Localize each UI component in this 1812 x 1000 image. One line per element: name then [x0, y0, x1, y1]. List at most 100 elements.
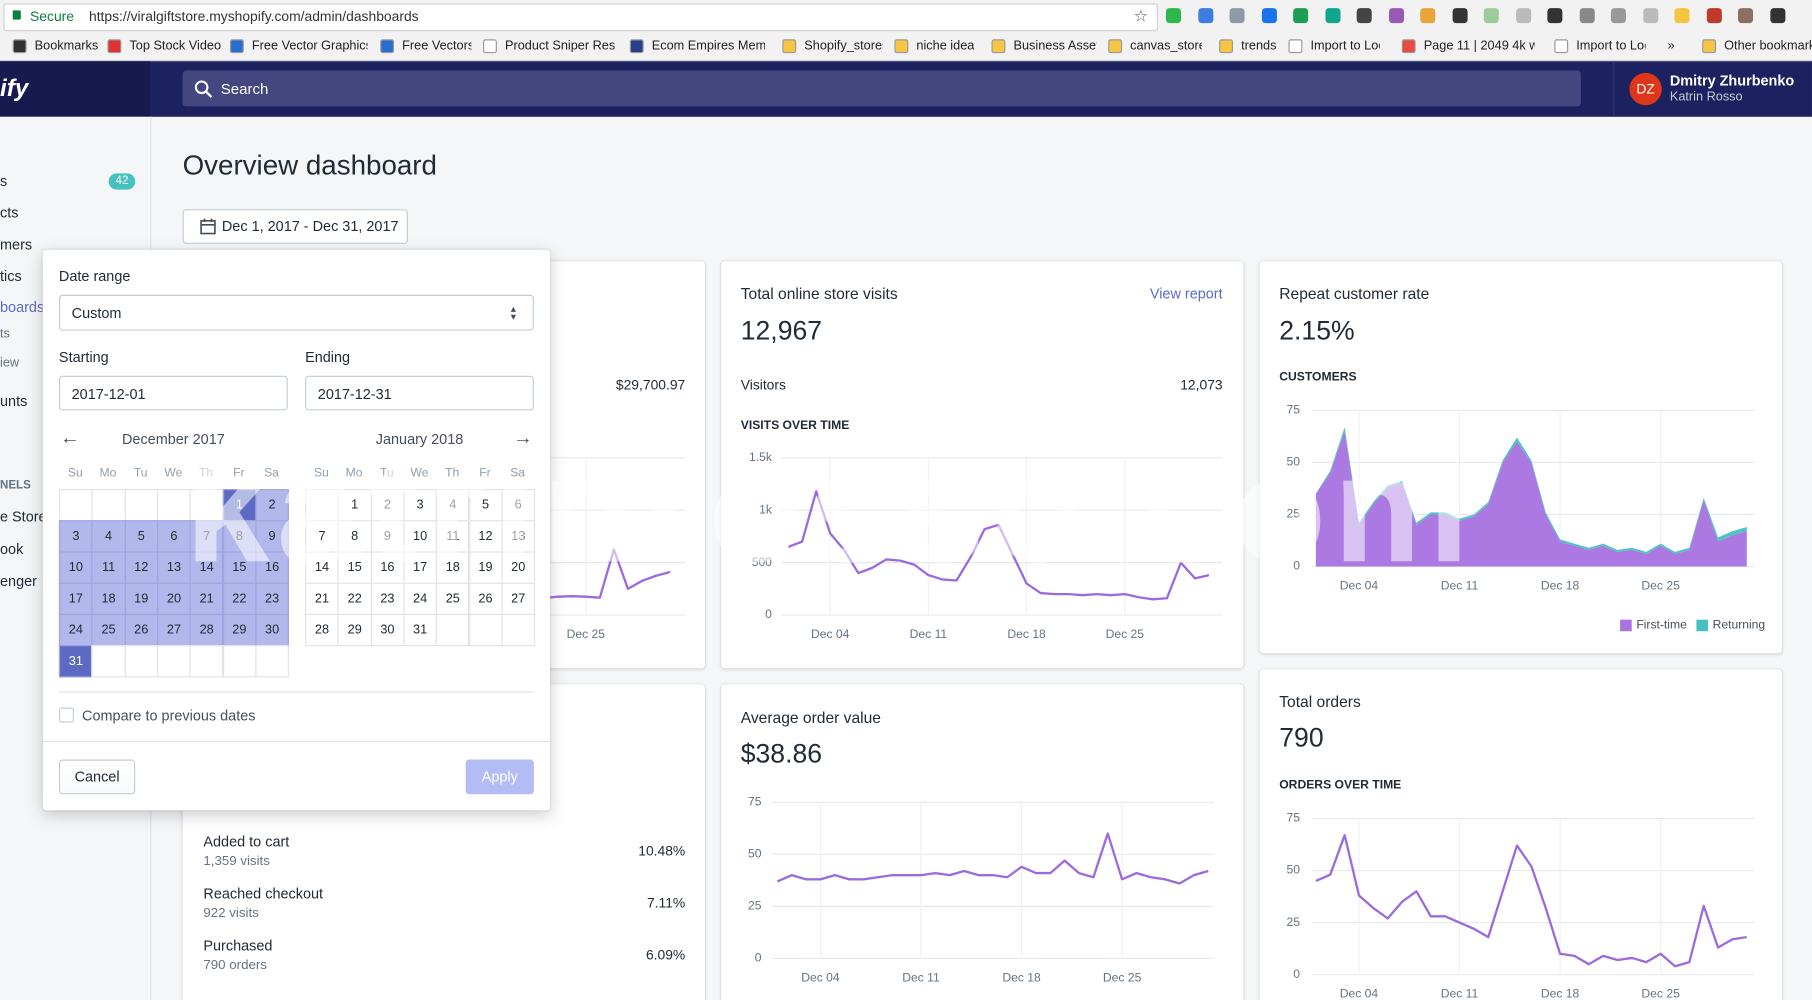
bookmark[interactable]: Import to Loox	[1310, 39, 1379, 54]
view-report-link[interactable]: View report	[1149, 285, 1223, 302]
day[interactable]: 17	[58, 582, 93, 616]
day[interactable]: 25	[91, 613, 126, 647]
bookmark[interactable]: Free Vectors	[402, 39, 472, 54]
day[interactable]: 7	[189, 520, 224, 553]
day[interactable]: 28	[305, 613, 339, 647]
bookmark[interactable]: Other bookmarks	[1724, 39, 1812, 54]
day[interactable]: 12	[468, 520, 503, 553]
date-button[interactable]	[182, 209, 408, 244]
nav-item[interactable]: s	[0, 173, 8, 190]
day[interactable]: 11	[91, 551, 126, 584]
day[interactable]: 21	[189, 582, 224, 616]
avatar[interactable]	[1629, 72, 1662, 106]
extension-icon[interactable]	[1420, 8, 1436, 24]
day[interactable]: 18	[435, 551, 470, 584]
nav-item[interactable]: boards	[0, 299, 45, 316]
day[interactable]: 23	[370, 582, 405, 616]
day[interactable]: 5	[468, 489, 503, 522]
day[interactable]: 23	[255, 582, 290, 616]
search-placeholder[interactable]: Search	[220, 80, 269, 98]
day[interactable]: 13	[157, 551, 191, 584]
day[interactable]: 2	[370, 489, 405, 522]
day[interactable]: 4	[91, 520, 126, 553]
day[interactable]: 24	[58, 613, 93, 647]
day[interactable]: 20	[157, 582, 191, 616]
day[interactable]: 10	[58, 551, 93, 584]
day[interactable]: 3	[403, 489, 438, 522]
day[interactable]: 11	[435, 520, 470, 553]
compare-label[interactable]: Compare to previous dates	[82, 707, 256, 724]
day[interactable]: 29	[222, 613, 257, 647]
day[interactable]: 30	[255, 613, 290, 647]
extension-icon[interactable]	[1166, 8, 1182, 24]
range-select-value[interactable]: Custom	[71, 305, 122, 322]
day[interactable]: 24	[403, 582, 438, 616]
extension-icon[interactable]	[1452, 8, 1468, 24]
extension-icon[interactable]	[1229, 8, 1245, 24]
extension-icon[interactable]	[1642, 8, 1658, 24]
day[interactable]: 9	[370, 520, 405, 553]
bookmark[interactable]: trends	[1241, 39, 1277, 54]
bookmark[interactable]: Business Assets	[1013, 39, 1097, 54]
range-select[interactable]	[58, 294, 534, 331]
day[interactable]: 25	[435, 582, 470, 616]
day[interactable]: 28	[189, 613, 224, 647]
day[interactable]: 26	[468, 582, 503, 616]
day[interactable]: 16	[370, 551, 405, 584]
nav-item[interactable]: ts	[0, 327, 10, 342]
date-button-label[interactable]: Dec 1, 2017 - Dec 31, 2017	[221, 218, 399, 235]
day[interactable]: 19	[468, 551, 503, 584]
url-field[interactable]	[3, 3, 1158, 32]
day[interactable]: 16	[255, 551, 290, 584]
url[interactable]: https://viralgiftstore.myshopify.com/adm…	[88, 8, 419, 25]
day[interactable]: 30	[370, 613, 405, 647]
day[interactable]: 27	[157, 613, 191, 647]
extension-icon[interactable]	[1483, 8, 1499, 24]
bookmark[interactable]: Shopify_stores	[804, 39, 883, 54]
day[interactable]: 20	[501, 551, 536, 584]
bookmark[interactable]: Free Vector Graphics	[251, 39, 368, 54]
extension-icon[interactable]	[1197, 8, 1213, 24]
nav-item[interactable]: mers	[0, 237, 33, 254]
day[interactable]: 15	[337, 551, 372, 584]
day[interactable]: 22	[337, 582, 372, 616]
day[interactable]: 10	[403, 520, 438, 553]
bookmark[interactable]: »	[1667, 39, 1675, 54]
day[interactable]: 14	[189, 551, 224, 584]
bookmark[interactable]: Ecom Empires Memb	[651, 39, 766, 54]
day[interactable]: 8	[337, 520, 372, 553]
extension-icon[interactable]	[1293, 8, 1309, 24]
nav-item[interactable]: tics	[0, 268, 22, 285]
extension-icon[interactable]	[1388, 8, 1404, 24]
bookmark[interactable]: Page 11 | 2049 4k wa	[1423, 39, 1535, 54]
extension-icon[interactable]	[1769, 8, 1785, 24]
compare-checkbox[interactable]	[58, 707, 74, 723]
day[interactable]: 6	[501, 489, 536, 522]
extension-icon[interactable]	[1261, 8, 1277, 24]
start-input[interactable]	[58, 375, 288, 411]
nav-item[interactable]: iew	[0, 356, 20, 370]
nav-item[interactable]: unts	[0, 393, 28, 410]
extension-icon[interactable]	[1579, 8, 1595, 24]
extension-icon[interactable]	[1515, 8, 1531, 24]
extension-icon[interactable]	[1356, 8, 1372, 24]
day[interactable]: 3	[58, 520, 93, 553]
extension-icon[interactable]	[1610, 8, 1626, 24]
cancel-label[interactable]: Cancel	[74, 768, 120, 785]
apply-button[interactable]	[465, 759, 534, 795]
bookmark[interactable]: niche ideas	[916, 39, 975, 54]
day[interactable]: 19	[124, 582, 159, 616]
search-box[interactable]	[182, 70, 1581, 107]
day[interactable]: 26	[124, 613, 159, 647]
day[interactable]: 13	[501, 520, 536, 553]
bookmark[interactable]: Top Stock Video	[129, 39, 222, 54]
extension-icon[interactable]	[1547, 8, 1563, 24]
prev-month[interactable]: ←	[60, 426, 80, 449]
day[interactable]: 7	[305, 520, 339, 553]
day[interactable]: 15	[222, 551, 257, 584]
logo[interactable]: ify	[0, 75, 29, 102]
apply-label[interactable]: Apply	[481, 768, 518, 785]
day[interactable]: 5	[124, 520, 159, 553]
star-icon[interactable]: ☆	[1133, 6, 1149, 25]
day[interactable]: 31	[58, 645, 93, 678]
